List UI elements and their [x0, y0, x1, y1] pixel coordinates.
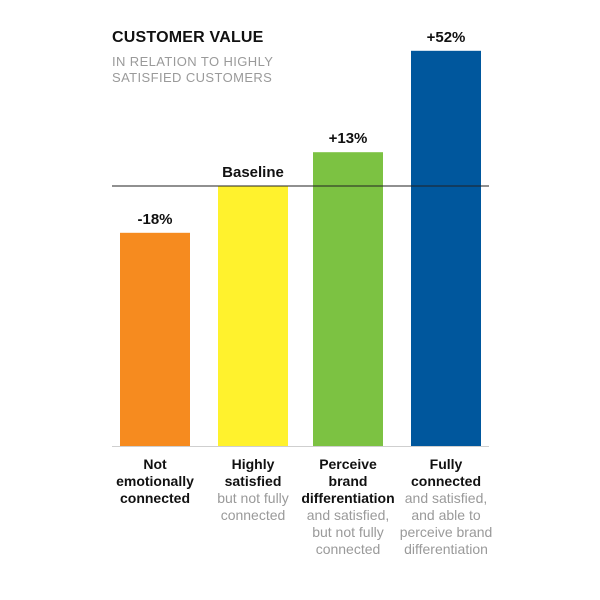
category-sub-text: and satisfied, but not fully connected: [306, 507, 390, 557]
chart-title: CUSTOMER VALUE: [112, 29, 264, 46]
bar-4: [411, 50, 481, 447]
data-label-2: Baseline: [222, 164, 284, 181]
category-label-3: Perceive brand differentiation and satisf…: [300, 456, 396, 558]
category-sub-text: but not fully connected: [217, 490, 289, 523]
category-main-text: Highly satisfied: [224, 456, 282, 489]
data-label-1: -18%: [137, 211, 172, 228]
category-main-text: Not emotionally connected: [116, 456, 194, 506]
bar-2: [218, 186, 288, 446]
category-main-text: Fully connected: [410, 456, 481, 489]
category-label-4: Fully connected and satisfied, and able t…: [398, 456, 494, 558]
data-label-3: +13%: [329, 130, 368, 147]
data-label-4: +52%: [427, 29, 466, 46]
category-sub-text: and satisfied, and able to perceive bran…: [399, 490, 493, 557]
bar-3: [313, 152, 383, 446]
category-label-1: Not emotionally connected: [107, 456, 203, 507]
bar-1: [120, 232, 190, 446]
category-label-2: Highly satisfied but not fully connected: [205, 456, 301, 524]
chart-subtitle: IN RELATION TO HIGHLY SATISFIED CUSTOMER…: [112, 54, 274, 85]
category-main-text: Perceive brand differentiation: [301, 456, 395, 506]
